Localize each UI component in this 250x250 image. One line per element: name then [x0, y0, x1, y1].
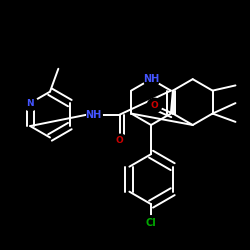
Text: NH: NH [143, 74, 159, 84]
Text: N: N [26, 98, 34, 108]
Text: O: O [116, 136, 124, 145]
Text: O: O [150, 101, 158, 110]
Text: Cl: Cl [146, 218, 156, 228]
Text: NH: NH [86, 110, 102, 120]
